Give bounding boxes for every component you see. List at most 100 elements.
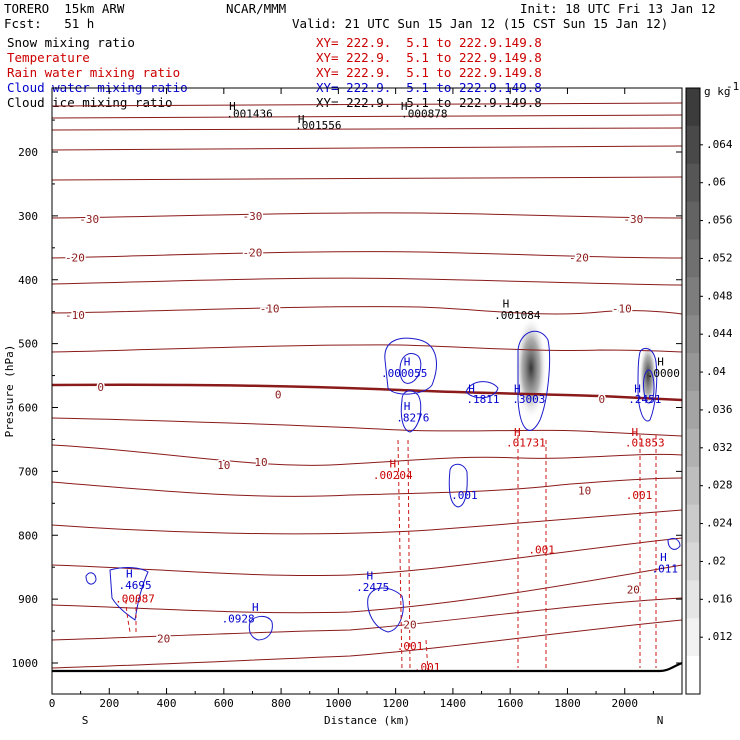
maximum-value-label: .01731 (506, 437, 546, 450)
colorbar-segment (686, 391, 700, 430)
maximum-value-label: .00204 (373, 469, 413, 482)
field-temperature-xy: XY= 222.9. 5.1 to 222.9.149.8 (316, 50, 542, 65)
maximum-value-label: .3003 (512, 393, 545, 406)
temp-contour (51, 537, 683, 577)
y-tick-label: 300 (18, 210, 38, 223)
high-marker: H (404, 400, 411, 413)
temperature-label: 10 (578, 485, 591, 498)
temp-contour (51, 277, 683, 286)
maximum-value-label: .001 (626, 489, 653, 502)
high-marker: H (514, 382, 521, 395)
temp-contour (51, 417, 683, 437)
x-tick-label: 200 (99, 697, 119, 710)
field-cloud-ice-xy: XY= 222.9. 5.1 to 222.9.149.8 (316, 95, 542, 110)
maximum-value-label: .2475 (356, 581, 389, 594)
cloud-water-contour (109, 567, 149, 621)
maximum-value-label: .4695 (118, 579, 151, 592)
cloud-water-contour (85, 572, 97, 585)
maximum-value-label: .001436 (226, 108, 272, 121)
colorbar-segment (686, 656, 700, 695)
high-marker: H (389, 458, 396, 471)
temp-contour-20 (51, 597, 683, 641)
colorbar-tick-label: .056 (706, 214, 733, 227)
colorbar-tick-label: .016 (706, 592, 733, 605)
temp-contour (51, 127, 683, 131)
colorbar-tick-label: .064 (706, 138, 733, 151)
center-title: NCAR/MMM (226, 1, 287, 16)
y-tick-label: 900 (18, 593, 38, 606)
x-tick-label: 2000 (611, 697, 638, 710)
rain-contour (425, 639, 429, 673)
cloud-water-contour (384, 337, 437, 395)
maximum-value-label: .1811 (466, 393, 499, 406)
colorbar-tick-label: .044 (706, 327, 733, 340)
temperature-contours (51, 102, 683, 669)
x-axis-label: Distance (km) (324, 714, 410, 727)
temperature-label: 10 (217, 459, 230, 472)
field-temperature: Temperature (7, 50, 90, 65)
field-rain-xy: XY= 222.9. 5.1 to 222.9.149.8 (316, 65, 542, 80)
temp-contour-m20 (51, 251, 683, 259)
colorbar-segment (686, 88, 700, 127)
colorbar-tick-label: .024 (706, 517, 733, 530)
colorbar-segment (686, 580, 700, 619)
temp-contour (51, 619, 683, 669)
temp-contour-10 (51, 444, 683, 466)
temperature-label: 0 (275, 389, 282, 402)
colorbar-tick-label: .052 (706, 251, 733, 264)
high-marker: H (660, 551, 667, 564)
temperature-label: 20 (627, 584, 640, 597)
y-tick-label: 200 (18, 146, 38, 159)
x-tick-label: 600 (214, 697, 234, 710)
rain-water-contours (125, 435, 657, 673)
colorbar-tick-label: .028 (706, 479, 733, 492)
cloud-water-contour (637, 347, 658, 422)
colorbar-tick-label: .02 (706, 554, 726, 567)
terrain-line (52, 661, 683, 673)
colorbar-unit-exponent: -1 (726, 80, 739, 93)
x-tick-label: 1800 (554, 697, 581, 710)
high-marker: H (126, 568, 133, 581)
maximum-value-label: .8276 (396, 412, 429, 425)
north-label: N (657, 714, 664, 727)
cloud-water-contour (400, 390, 422, 433)
temperature-label: -10 (65, 309, 85, 322)
cloud-water-contour (465, 381, 499, 399)
colorbar-segment (686, 542, 700, 581)
temperature-label: -10 (612, 302, 632, 315)
temp-contour (51, 477, 683, 497)
x-tick-label: 1400 (440, 697, 467, 710)
cloud-water-contour (667, 537, 681, 550)
colorbar-segment (686, 163, 700, 203)
cloud-water-contours (85, 330, 681, 641)
colorbar-segment (686, 428, 700, 468)
y-tick-label: 600 (18, 402, 38, 415)
colorbar-tick-label: .06 (706, 176, 726, 189)
maximum-value-label: .01853 (625, 437, 665, 450)
contour-labels: -30 -30 -30 -20 -20 -20 -10 -10 -10 0 0 0 10 10 10 20 20… (63, 100, 680, 674)
cloud-water-contour (399, 353, 422, 384)
temperature-label: -30 (79, 213, 99, 226)
high-marker: H (657, 356, 664, 369)
cloud-water-contour (367, 587, 404, 633)
maximum-value-label: .00087 (115, 592, 155, 605)
maximum-value-label: .0000 (647, 367, 680, 380)
field-rain: Rain water mixing ratio (7, 65, 181, 80)
temperature-label: 20 (157, 633, 170, 646)
axes: 0 200 400 600 800 1000 1200 1400 1600 1800 2000200… (3, 87, 683, 727)
colorbar-segment (686, 239, 700, 278)
temperature-label: 10 (254, 456, 267, 469)
temp-contour (51, 114, 683, 119)
high-marker: H (634, 382, 641, 395)
maximum-value-label: .001 (528, 543, 555, 556)
temp-contour (51, 145, 683, 151)
y-tick-label: 1000 (12, 657, 39, 670)
high-marker: H (367, 569, 374, 582)
high-marker: H (514, 426, 521, 439)
maximum-value-label: .001 (451, 489, 478, 502)
temperature-label: -20 (243, 246, 263, 259)
colorbar-tick-label: .012 (706, 630, 733, 643)
temperature-label: -10 (260, 302, 280, 315)
temp-contour (51, 509, 683, 535)
